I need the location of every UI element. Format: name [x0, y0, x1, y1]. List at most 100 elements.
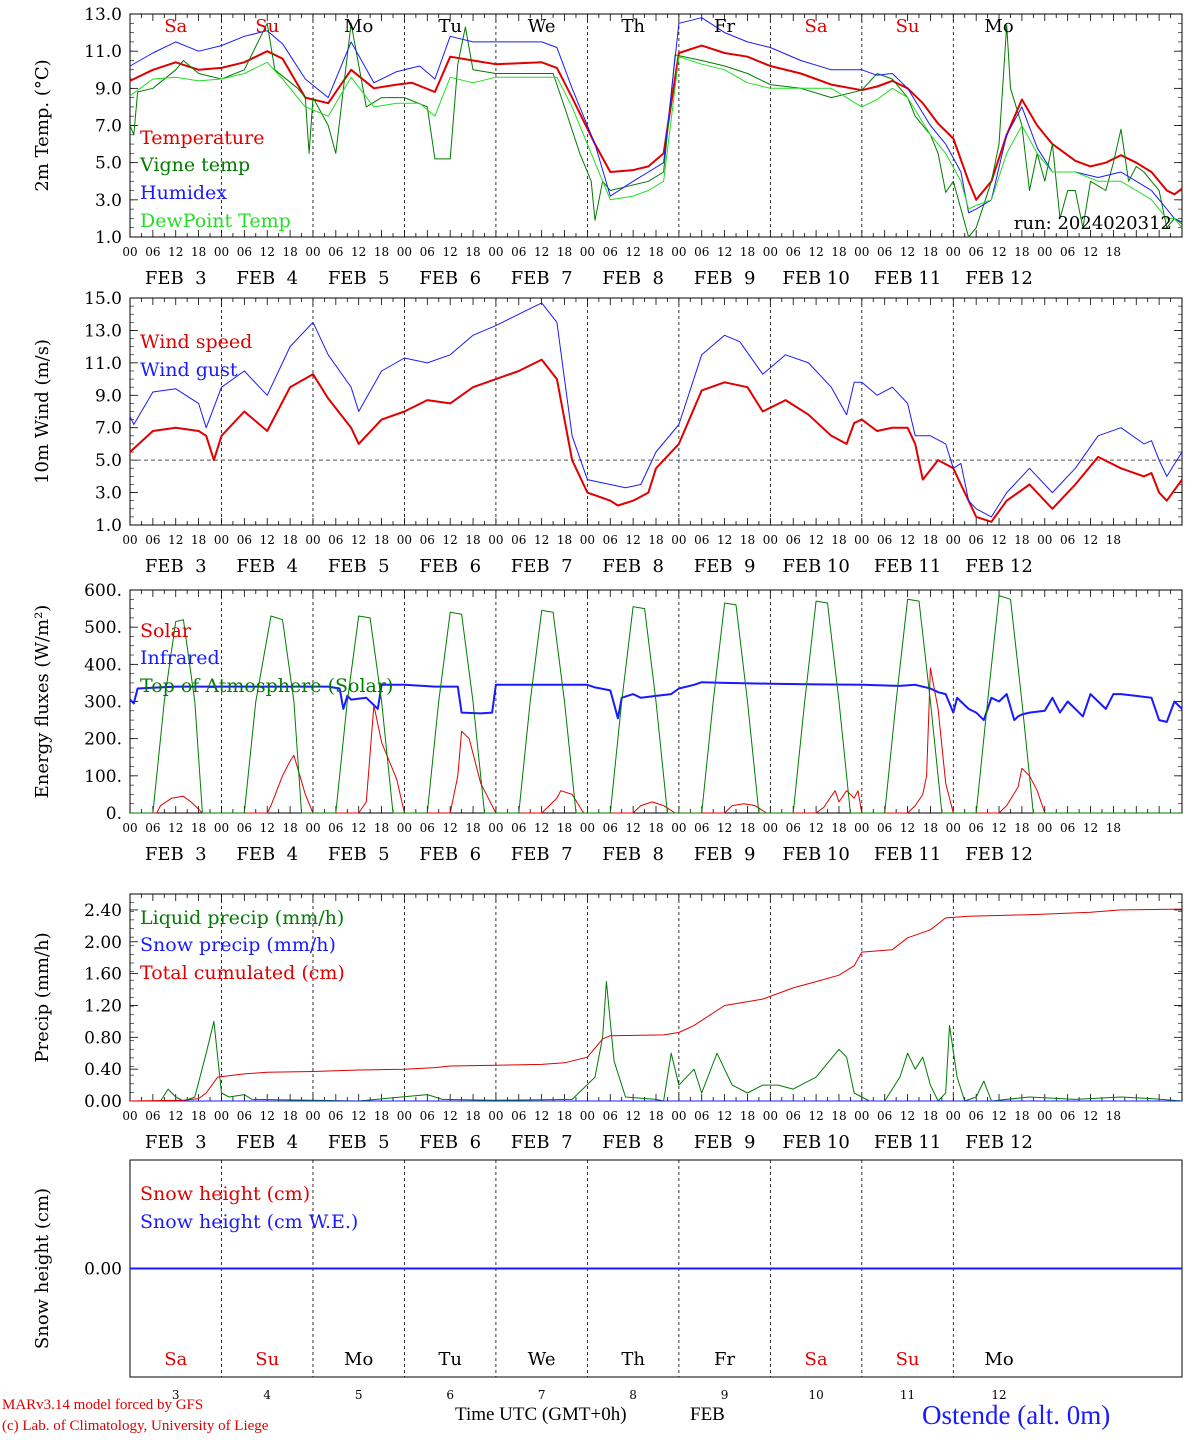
- hour-tick-label: 18: [557, 1109, 572, 1123]
- weekday-label: Sa: [805, 1349, 828, 1370]
- day-number-label: 4: [263, 1388, 271, 1402]
- date-label: FEB 6: [419, 268, 481, 289]
- hour-tick-label: 00: [122, 533, 137, 547]
- hour-tick-label: 12: [168, 821, 183, 835]
- hour-tick-label: 00: [488, 245, 503, 259]
- hour-tick-label: 18: [191, 821, 206, 835]
- legend-entry: Top of Atmosphere (Solar): [140, 675, 393, 697]
- hour-tick-label: 18: [1014, 1109, 1029, 1123]
- hour-tick-label: 00: [397, 533, 412, 547]
- plot-frame: [129, 13, 1183, 238]
- day-number-label: 12: [991, 1388, 1006, 1402]
- legend-entry: Liquid precip (mm/h): [140, 907, 344, 929]
- hour-tick-label: 18: [831, 245, 846, 259]
- hour-tick-label: 06: [145, 1109, 160, 1123]
- hour-tick-label: 18: [465, 245, 480, 259]
- weekday-label: We: [528, 1349, 556, 1370]
- hour-tick-label: 00: [946, 533, 961, 547]
- legend-entry: Snow height (cm W.E.): [140, 1211, 358, 1233]
- day-number-label: 3: [172, 1388, 180, 1402]
- weekday-label: Mo: [344, 16, 373, 37]
- hour-tick-label: 12: [168, 1109, 183, 1123]
- hour-tick-label: 00: [1037, 1109, 1052, 1123]
- series-line-wind-speed: [129, 358, 1183, 523]
- hour-tick-label: 06: [328, 821, 343, 835]
- hour-tick-label: 06: [877, 533, 892, 547]
- hour-tick-label: 12: [168, 533, 183, 547]
- hour-tick-label: 12: [1083, 533, 1098, 547]
- hour-tick-label: 00: [946, 821, 961, 835]
- date-label: FEB 11: [874, 556, 941, 577]
- hour-tick-label: 06: [420, 533, 435, 547]
- series-line-temperature: [129, 44, 1183, 201]
- hour-tick-label: 00: [1037, 533, 1052, 547]
- hour-tick-label: 06: [786, 821, 801, 835]
- day-number-label: 7: [538, 1388, 546, 1402]
- y-tick-label: 1.0: [95, 516, 122, 536]
- hour-tick-label: 06: [1060, 1109, 1075, 1123]
- hour-tick-label: 00: [488, 821, 503, 835]
- date-label: FEB 6: [419, 844, 481, 865]
- plot-frame: [129, 297, 1183, 526]
- hour-tick-label: 18: [740, 245, 755, 259]
- date-label: FEB 6: [419, 556, 481, 577]
- date-label: FEB 7: [511, 1132, 573, 1153]
- y-tick-label: 500.: [84, 618, 122, 638]
- weekday-label: Sa: [164, 16, 187, 37]
- hour-tick-label: 00: [397, 821, 412, 835]
- hour-tick-label: 12: [1083, 1109, 1098, 1123]
- hour-tick-label: 06: [877, 245, 892, 259]
- y-tick-label: 9.0: [95, 386, 122, 406]
- hour-tick-label: 12: [808, 533, 823, 547]
- hour-tick-label: 06: [1060, 245, 1075, 259]
- hour-tick-label: 00: [122, 821, 137, 835]
- hour-tick-label: 06: [145, 533, 160, 547]
- hour-tick-label: 18: [374, 1109, 389, 1123]
- date-label: FEB 12: [965, 556, 1032, 577]
- y-tick-label: 11.0: [84, 354, 122, 374]
- hour-tick-label: 00: [671, 533, 686, 547]
- hour-tick-label: 00: [580, 533, 595, 547]
- hour-tick-label: 12: [534, 821, 549, 835]
- date-label: FEB 9: [694, 556, 756, 577]
- hour-tick-label: 18: [465, 821, 480, 835]
- hour-tick-label: 06: [603, 821, 618, 835]
- hour-tick-label: 06: [877, 821, 892, 835]
- weekday-label: Mo: [984, 1349, 1013, 1370]
- date-label: FEB 4: [236, 556, 298, 577]
- hour-tick-label: 06: [420, 245, 435, 259]
- hour-tick-label: 18: [282, 1109, 297, 1123]
- series-line-humidex: [129, 17, 1183, 223]
- hour-tick-label: 00: [580, 245, 595, 259]
- y-tick-label: 0.40: [84, 1060, 122, 1080]
- station-name: Ostende (alt. 0m): [922, 1400, 1111, 1430]
- y-tick-label: 0.80: [84, 1028, 122, 1048]
- hour-tick-label: 06: [237, 821, 252, 835]
- date-label: FEB 5: [328, 1132, 390, 1153]
- hour-tick-label: 06: [511, 533, 526, 547]
- hour-tick-label: 12: [443, 821, 458, 835]
- legend-entry: Wind speed: [140, 331, 252, 353]
- date-label: FEB 8: [602, 268, 664, 289]
- y-tick-label: 13.0: [84, 5, 122, 25]
- date-label: FEB 11: [874, 268, 941, 289]
- model-credit: MARv3.14 model forced by GFS: [2, 1397, 204, 1413]
- hour-tick-label: 06: [603, 245, 618, 259]
- hour-tick-label: 12: [717, 1109, 732, 1123]
- weekday-label: Su: [896, 1349, 920, 1370]
- hour-tick-label: 00: [854, 1109, 869, 1123]
- hour-tick-label: 00: [854, 821, 869, 835]
- date-label: FEB 10: [782, 268, 849, 289]
- y-axis-label: Precip (mm/h): [32, 932, 53, 1062]
- date-label: FEB 3: [145, 1132, 207, 1153]
- hour-tick-label: 18: [374, 821, 389, 835]
- y-tick-label: 2.40: [84, 901, 122, 921]
- date-label: FEB 7: [511, 844, 573, 865]
- hour-tick-label: 06: [420, 1109, 435, 1123]
- hour-tick-label: 18: [648, 533, 663, 547]
- hour-tick-label: 00: [854, 533, 869, 547]
- hour-tick-label: 00: [397, 245, 412, 259]
- series-line-dewpoint-temp: [129, 56, 1183, 229]
- hour-tick-label: 18: [191, 1109, 206, 1123]
- hour-tick-label: 12: [168, 245, 183, 259]
